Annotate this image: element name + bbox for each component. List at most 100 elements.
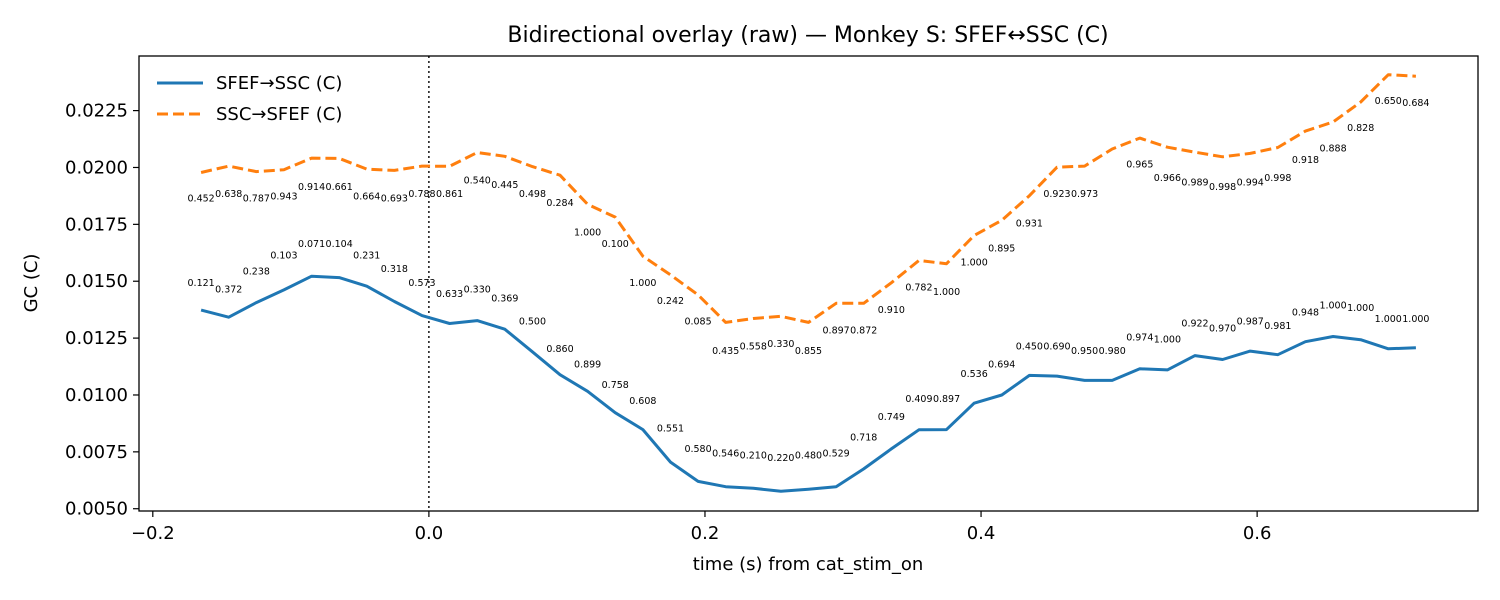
pvalue-label: 0.998	[1264, 173, 1291, 184]
pvalue-label: 0.085	[684, 316, 711, 327]
pvalue-label: 0.994	[1237, 178, 1264, 189]
pvalue-label: 0.987	[1237, 316, 1264, 327]
pvalue-label: 0.758	[602, 380, 629, 391]
pvalue-label: 0.445	[491, 180, 518, 191]
x-tick-label: 0.4	[967, 523, 996, 544]
pvalue-label: 0.480	[795, 451, 822, 462]
y-tick-label: 0.0200	[65, 157, 128, 178]
pvalue-label: 0.664	[353, 191, 380, 202]
pvalue-label: 0.450	[1016, 341, 1043, 352]
pvalue-label: 0.104	[326, 239, 353, 250]
pvalue-label: 0.910	[878, 305, 905, 316]
pvalue-label: 0.638	[215, 189, 242, 200]
series-line-1	[200, 73, 1416, 324]
pvalue-label: 1.000	[1402, 314, 1429, 325]
pvalue-label: 0.330	[767, 339, 794, 350]
pvalue-label: 0.684	[1402, 98, 1429, 109]
pvalue-label: 0.980	[1099, 346, 1126, 357]
legend-label: SFEF→SSC (C)	[216, 73, 342, 94]
pvalue-label: 0.872	[850, 326, 877, 337]
pvalue-label: 0.690	[1043, 341, 1070, 352]
pvalue-label: 0.369	[491, 294, 518, 305]
pvalue-label: 0.121	[188, 278, 215, 289]
x-tick-label: 0.6	[1243, 523, 1272, 544]
pvalue-label: 0.828	[1347, 123, 1374, 134]
pvalue-label: 0.895	[988, 244, 1015, 255]
pvalue-label: 0.974	[1126, 332, 1153, 343]
pvalue-label: 0.210	[740, 451, 767, 462]
pvalue-label: 0.242	[657, 296, 684, 307]
y-tick-label: 0.0100	[65, 385, 128, 406]
pvalue-label: 0.787	[243, 194, 270, 205]
pvalue-label: 0.931	[1016, 219, 1043, 230]
pvalue-label: 0.897	[933, 394, 960, 405]
pvalue-label: 0.718	[850, 432, 877, 443]
pvalue-label: 0.608	[629, 396, 656, 407]
pvalue-label: 0.922	[1181, 319, 1208, 330]
pvalue-label: 0.529	[823, 448, 850, 459]
pvalue-label: 0.573	[408, 278, 435, 289]
pvalue-label: 0.998	[1209, 182, 1236, 193]
pvalue-label: 0.409	[905, 394, 932, 405]
x-tick-label: −0.2	[131, 523, 175, 544]
pvalue-label: 0.661	[326, 182, 353, 193]
pvalue-label: 1.000	[1375, 314, 1402, 325]
y-tick-label: 0.0050	[65, 499, 128, 520]
y-tick-label: 0.0125	[65, 328, 128, 349]
pvalue-label: 0.861	[436, 189, 463, 200]
pvalue-label: 0.914	[298, 182, 325, 193]
pvalue-label: 0.558	[740, 341, 767, 352]
pvalue-label: 0.694	[988, 360, 1015, 371]
pvalue-label: 0.372	[215, 285, 242, 296]
pvalue-label: 0.452	[188, 194, 215, 205]
legend-label: SSC→SFEF (C)	[216, 104, 342, 125]
pvalue-label: 0.330	[464, 285, 491, 296]
pvalue-label: 0.970	[1209, 323, 1236, 334]
pvalue-label: 0.860	[546, 344, 573, 355]
pvalue-label: 0.855	[795, 346, 822, 357]
pvalue-label: 0.238	[243, 266, 270, 277]
pvalue-label: 1.000	[1319, 301, 1346, 312]
y-tick-label: 0.0175	[65, 214, 128, 235]
pvalue-label: 0.973	[1071, 189, 1098, 200]
pvalue-label: 1.000	[1154, 335, 1181, 346]
x-tick-label: 0.2	[691, 523, 720, 544]
pvalue-label: 1.000	[629, 278, 656, 289]
pvalue-label: 0.071	[298, 239, 325, 250]
pvalue-label: 0.100	[602, 239, 629, 250]
pvalue-label: 0.888	[1319, 144, 1346, 155]
pvalue-label: 1.000	[961, 257, 988, 268]
pvalue-label: 0.950	[1071, 346, 1098, 357]
legend: SFEF→SSC (C) SSC→SFEF (C)	[157, 73, 342, 125]
pvalue-label: 0.782	[905, 282, 932, 293]
pvalue-label: 0.897	[823, 326, 850, 337]
pvalue-label: 0.788	[408, 189, 435, 200]
series-line-0	[200, 274, 1416, 493]
pvalue-label: 0.899	[574, 360, 601, 371]
pvalue-label: 0.989	[1181, 178, 1208, 189]
chart-title: Bidirectional overlay (raw) — Monkey S: …	[507, 23, 1108, 48]
y-tick-label: 0.0075	[65, 442, 128, 463]
y-axis: 0.0050 0.0075 0.0100 0.0125 0.0150 0.0175 0.02…	[65, 101, 139, 520]
pvalue-label: 0.284	[546, 198, 573, 209]
pvalue-label: 0.498	[519, 189, 546, 200]
pvalue-label: 0.500	[519, 316, 546, 327]
y-tick-label: 0.0150	[65, 271, 128, 292]
pvalue-label: 0.693	[381, 194, 408, 205]
pvalue-label: 0.943	[270, 191, 297, 202]
pvalue-label: 0.231	[353, 250, 380, 261]
pvalue-label: 0.948	[1292, 307, 1319, 318]
pvalue-label: 0.918	[1292, 155, 1319, 166]
x-axis: −0.2 0.0 0.2 0.4 0.6	[131, 511, 1272, 544]
pvalue-label: 0.536	[961, 369, 988, 380]
pvalue-label: 1.000	[574, 228, 601, 239]
pvalue-label: 0.965	[1126, 159, 1153, 170]
pvalue-label: 1.000	[933, 287, 960, 298]
pvalue-label: 0.220	[767, 453, 794, 464]
pvalue-label: 0.981	[1264, 321, 1291, 332]
pvalue-label: 0.966	[1154, 173, 1181, 184]
x-tick-label: 0.0	[415, 523, 444, 544]
y-tick-label: 0.0225	[65, 101, 128, 122]
